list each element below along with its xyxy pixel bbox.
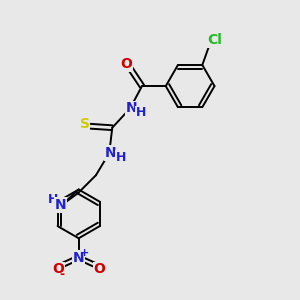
Text: H: H xyxy=(48,193,58,206)
Text: -: - xyxy=(60,268,65,281)
Text: S: S xyxy=(80,117,90,131)
Text: H: H xyxy=(116,151,126,164)
Text: O: O xyxy=(121,57,133,71)
Text: N: N xyxy=(73,250,85,265)
Text: +: + xyxy=(80,248,88,258)
Text: O: O xyxy=(52,262,64,277)
Text: Cl: Cl xyxy=(207,33,222,47)
Text: N: N xyxy=(126,101,137,116)
Text: N: N xyxy=(54,198,66,212)
Text: N: N xyxy=(105,146,117,160)
Text: H: H xyxy=(136,106,147,119)
Text: O: O xyxy=(94,262,105,277)
